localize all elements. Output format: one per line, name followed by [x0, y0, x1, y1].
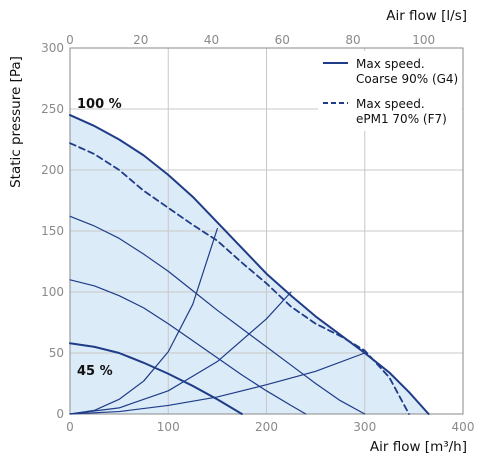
series-line-6: [69, 227, 218, 415]
y-tick-label: 300: [41, 41, 64, 55]
top-tick-label: 40: [204, 33, 219, 47]
y-tick-label: 250: [41, 102, 64, 116]
legend: Max speed. Coarse 90% (G4) Max speed. eP…: [318, 51, 462, 131]
x-tick-label: 300: [353, 420, 376, 434]
series-line-7: [69, 291, 292, 415]
top-tick-label: 100: [412, 33, 435, 47]
x-tick-label: 400: [452, 420, 475, 434]
legend-label-g4-line2: Coarse 90% (G4): [356, 72, 458, 86]
annotation-45-percent: 45 %: [77, 364, 113, 379]
legend-background: [318, 51, 462, 131]
series-line-8: [69, 352, 366, 415]
curves: [69, 114, 430, 415]
y-tick-label: 150: [41, 224, 64, 238]
y-axis-title: Static pressure [Pa]: [8, 56, 24, 188]
x-axis-title: Air flow [m³/h]: [370, 439, 467, 455]
operating-area-fill: [70, 115, 429, 414]
operating-area: [70, 115, 429, 414]
series-line-5: [69, 215, 366, 415]
top-tick-label: 60: [275, 33, 290, 47]
x-tick-label: 100: [157, 420, 180, 434]
x-tick-label: 200: [255, 420, 278, 434]
annotation-100-percent: 100 %: [77, 97, 122, 112]
top-tick-label: 0: [66, 33, 74, 47]
x-tick-label: 0: [66, 420, 74, 434]
y-tick-label: 100: [41, 285, 64, 299]
legend-label-f7-line1: Max speed.: [356, 97, 425, 111]
y-tick-label: 0: [56, 407, 64, 421]
y-tick-label: 200: [41, 163, 64, 177]
legend-label-g4-line1: Max speed.: [356, 57, 425, 71]
series-line-4: [69, 279, 307, 415]
top-tick-label: 20: [133, 33, 148, 47]
legend-label-f7-line2: ePM1 70% (F7): [356, 112, 447, 126]
series-line-2: [69, 142, 410, 415]
series-line-1: [69, 114, 430, 415]
top-tick-label: 80: [345, 33, 360, 47]
y-tick-label: 50: [49, 346, 64, 360]
plot-frame: [69, 47, 464, 415]
top-axis-title: Air flow [l/s]: [386, 8, 467, 24]
